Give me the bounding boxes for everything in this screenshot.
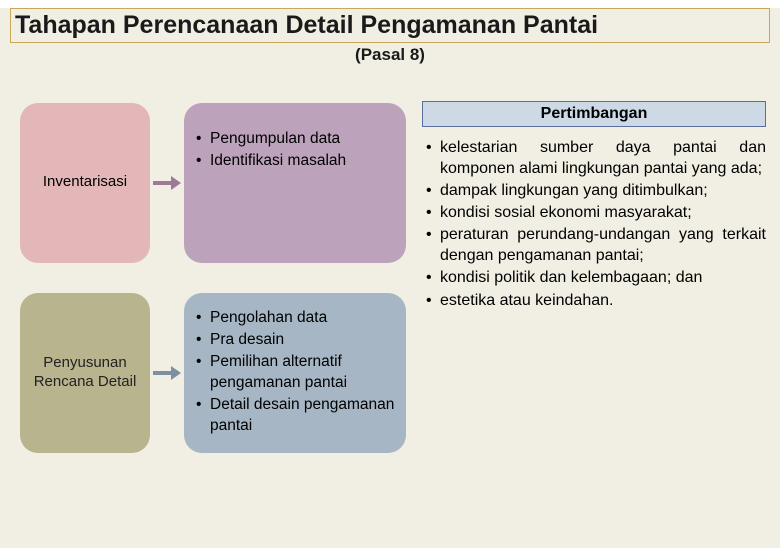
activity-list: Pengolahan dataPra desainPemilihan alter…	[196, 308, 398, 438]
activity-box-penyusunan: Pengolahan dataPra desainPemilihan alter…	[184, 293, 406, 453]
pertimbangan-column: Pertimbangan kelestarian sumber daya pan…	[406, 93, 766, 453]
slide-page: Tahapan Perencanaan Detail Pengamanan Pa…	[0, 8, 780, 548]
stage-box-penyusunan: Penyusunan Rencana Detail	[20, 293, 150, 453]
pertimbangan-item: dampak lingkungan yang ditimbulkan;	[424, 180, 766, 201]
stages-column: Inventarisasi Penyusunan Rencana Detail	[20, 93, 150, 453]
stage-label: Penyusunan Rencana Detail	[26, 354, 144, 392]
activity-item: Identifikasi masalah	[196, 151, 346, 172]
activity-item: Pemilihan alternatif pengamanan pantai	[196, 352, 398, 394]
arrow-cell	[150, 103, 184, 263]
pertimbangan-item: kelestarian sumber daya pantai dan kompo…	[424, 137, 766, 179]
arrow-right-icon	[153, 369, 181, 377]
pertimbangan-item: estetika atau keindahan.	[424, 290, 766, 311]
arrow-right-icon	[153, 179, 181, 187]
title-bar: Tahapan Perencanaan Detail Pengamanan Pa…	[10, 8, 770, 43]
activity-item: Pra desain	[196, 330, 398, 351]
subtitle: (Pasal 8)	[0, 45, 780, 65]
activity-box-inventarisasi: Pengumpulan dataIdentifikasi masalah	[184, 103, 406, 263]
arrow-cell	[150, 293, 184, 453]
activity-list: Pengumpulan dataIdentifikasi masalah	[196, 129, 346, 173]
pertimbangan-item: kondisi sosial ekonomi masyarakat;	[424, 202, 766, 223]
activities-column: Pengumpulan dataIdentifikasi masalah Pen…	[184, 93, 406, 453]
activity-item: Pengumpulan data	[196, 129, 346, 150]
page-title: Tahapan Perencanaan Detail Pengamanan Pa…	[15, 11, 765, 40]
content-area: Inventarisasi Penyusunan Rencana Detail …	[0, 93, 780, 453]
stage-box-inventarisasi: Inventarisasi	[20, 103, 150, 263]
arrows-column	[150, 93, 184, 453]
activity-item: Detail desain pengamanan pantai	[196, 395, 398, 437]
stage-label: Inventarisasi	[43, 173, 127, 192]
pertimbangan-item: peraturan perundang-undangan yang terkai…	[424, 224, 766, 266]
pertimbangan-header: Pertimbangan	[422, 101, 766, 127]
activity-item: Pengolahan data	[196, 308, 398, 329]
pertimbangan-item: kondisi politik dan kelembagaan; dan	[424, 267, 766, 288]
pertimbangan-list: kelestarian sumber daya pantai dan kompo…	[422, 137, 766, 311]
